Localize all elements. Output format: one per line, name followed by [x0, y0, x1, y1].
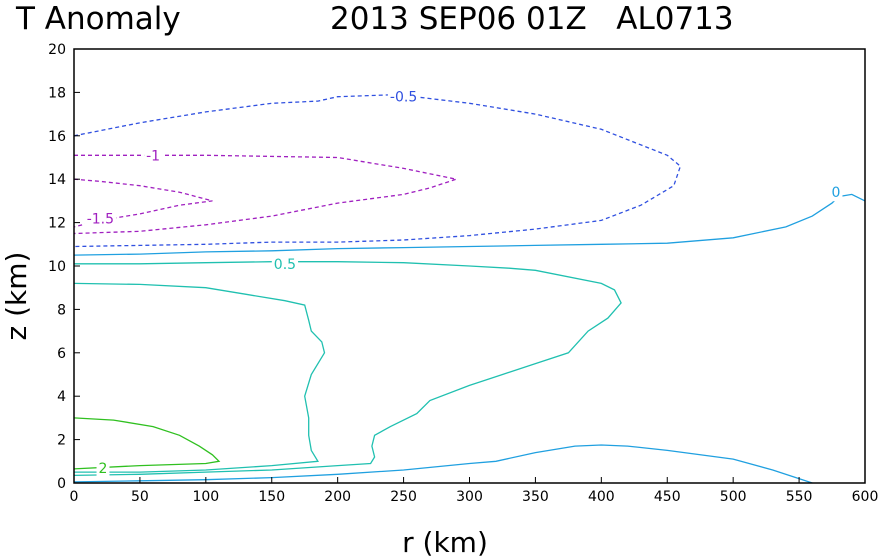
y-tick-label: 16 [48, 129, 66, 145]
y-tick-label: 4 [57, 389, 66, 405]
y-axis-label: z (km) [0, 252, 33, 341]
contour-line [73, 417, 221, 470]
contour-label-background [387, 89, 420, 106]
x-tick-label: 50 [131, 489, 149, 505]
x-tick-label: 450 [654, 489, 681, 505]
contour-line [73, 444, 813, 484]
chart-title-right: 2013 SEP06 01Z AL0713 [330, 1, 734, 37]
contour-label: 2 [99, 461, 108, 477]
x-tick-label: 350 [522, 489, 549, 505]
x-tick-label: 0 [70, 489, 79, 505]
y-tick-label: 2 [57, 433, 66, 449]
x-tick-label: 400 [588, 489, 615, 505]
contour-line [73, 93, 682, 248]
contour-lines [73, 93, 866, 484]
contour-label: -0.5 [390, 90, 417, 106]
contour-label-background [144, 148, 163, 165]
contour-line [73, 154, 459, 235]
y-tick-label: 12 [48, 216, 66, 232]
y-tick-label: 20 [48, 42, 66, 58]
contour-labels: -0.5 -1 -1.5 0 0.5 2 [84, 89, 843, 477]
chart-title-left: T Anomaly [15, 1, 181, 37]
y-tick-label: 18 [48, 85, 66, 101]
x-tick-label: 300 [456, 489, 483, 505]
y-tick-label: 6 [57, 346, 66, 362]
x-tick-label: 550 [786, 489, 813, 505]
y-axis-ticks: 0 2 4 6 8 10 12 14 16 18 20 [48, 42, 80, 492]
contour-label: -1.5 [87, 211, 114, 227]
contour-label: -1 [146, 148, 160, 164]
contour-label: 0 [832, 185, 841, 201]
x-tick-label: 200 [324, 489, 351, 505]
y-tick-label: 14 [48, 172, 66, 188]
y-tick-label: 10 [48, 259, 66, 275]
contour-line [73, 261, 622, 477]
x-tick-label: 600 [852, 489, 879, 505]
x-axis-label: r (km) [402, 526, 488, 559]
contour-label: 0.5 [274, 257, 296, 273]
contour-line [73, 193, 866, 256]
x-axis-ticks: 0 50 100 150 200 250 300 350 400 450 500 550 600 [70, 477, 879, 505]
x-tick-label: 500 [720, 489, 747, 505]
contour-label-background [84, 211, 117, 228]
x-tick-label: 100 [192, 489, 219, 505]
contour-label-background [829, 185, 843, 202]
contour-label-background [271, 256, 299, 273]
contour-line [73, 282, 326, 473]
x-tick-label: 150 [258, 489, 285, 505]
x-tick-label: 250 [390, 489, 417, 505]
y-tick-label: 0 [57, 476, 66, 492]
y-tick-label: 8 [57, 302, 66, 318]
contour-label-background [96, 460, 110, 477]
